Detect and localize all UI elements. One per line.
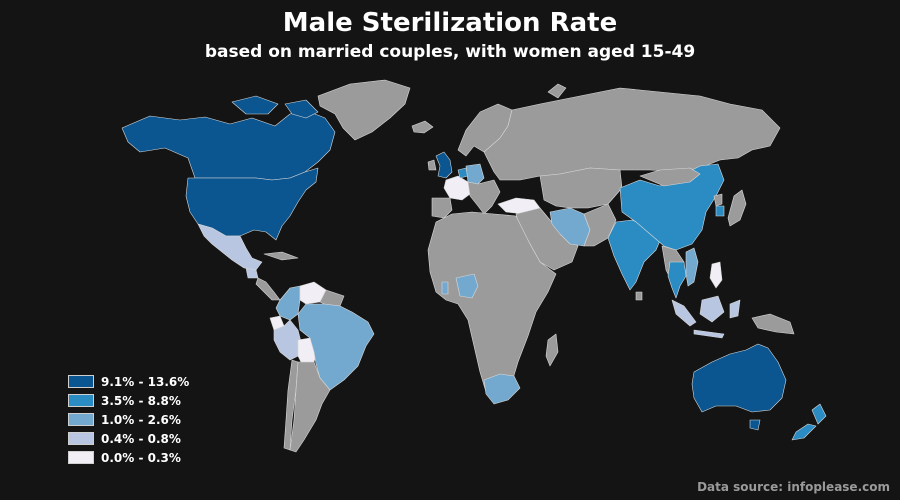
region-mexico (197, 223, 263, 271)
region-north-korea (713, 193, 723, 207)
region-germany (465, 163, 485, 185)
legend-swatch (68, 413, 94, 426)
region-india (607, 219, 663, 291)
data-source-credit: Data source: infoplease.com (697, 480, 890, 494)
region-brazil (297, 303, 375, 391)
region-sri-lanka (635, 291, 643, 301)
region-vietnam (685, 247, 699, 287)
region-south-korea (715, 205, 725, 217)
legend-swatch (68, 375, 94, 388)
region-colombia (275, 285, 301, 321)
land-layer (121, 79, 827, 453)
legend-label: 0.4% - 0.8% (101, 431, 181, 446)
region-indonesia-sulawesi (729, 299, 741, 319)
legend-swatch (68, 451, 94, 464)
region-ghana (441, 281, 449, 295)
legend-item: 9.1% - 13.6% (68, 372, 189, 391)
legend-label: 1.0% - 2.6% (101, 412, 181, 427)
region-greenland (317, 79, 411, 141)
legend-item: 1.0% - 2.6% (68, 410, 189, 429)
region-ireland (427, 159, 437, 171)
region-japan (727, 189, 747, 227)
region-africa (427, 211, 557, 399)
legend-swatch (68, 394, 94, 407)
region-canada (121, 109, 336, 181)
region-indonesia-java (693, 329, 725, 339)
legend-swatch (68, 432, 94, 445)
region-argentina (289, 361, 331, 453)
region-france (443, 175, 471, 201)
region-russia (483, 87, 781, 181)
region-new-zealand-south (791, 423, 817, 441)
region-nigeria (455, 273, 479, 299)
region-new-guinea (751, 313, 795, 335)
legend-item: 0.0% - 0.3% (68, 448, 189, 467)
region-canada-baffin (284, 99, 319, 119)
legend-item: 3.5% - 8.8% (68, 391, 189, 410)
region-central-europe (467, 179, 501, 215)
map-title: Male Sterilization Rate (282, 8, 618, 38)
legend-label: 3.5% - 8.8% (101, 393, 181, 408)
region-australia (691, 343, 787, 413)
legend-label: 9.1% - 13.6% (101, 374, 190, 389)
region-pakistan (583, 203, 617, 247)
region-thailand (667, 261, 687, 299)
legend-item: 0.4% - 0.8% (68, 429, 189, 448)
region-philippines (709, 261, 723, 289)
region-mongolia (639, 167, 701, 187)
region-united-kingdom (435, 151, 453, 179)
region-canada-arctic (231, 95, 279, 115)
region-central-america (255, 277, 281, 301)
region-tasmania (749, 419, 761, 431)
map-subtitle: based on married couples, with women age… (204, 42, 696, 62)
region-iberia (431, 197, 453, 219)
region-indonesia-borneo (699, 295, 725, 323)
region-cuba (263, 251, 299, 261)
region-madagascar (545, 333, 559, 367)
region-novaya-zemlya (547, 83, 567, 99)
legend-label: 0.0% - 0.3% (101, 450, 181, 465)
region-new-zealand-north (811, 403, 827, 425)
region-indonesia-sumatra (671, 299, 697, 327)
region-south-africa (483, 373, 521, 405)
region-iceland (411, 120, 434, 134)
legend: 9.1% - 13.6% 3.5% - 8.8% 1.0% - 2.6% 0.4… (68, 372, 189, 467)
